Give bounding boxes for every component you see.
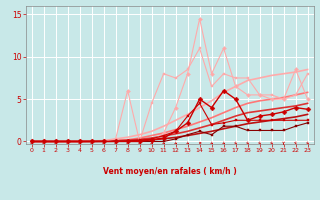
X-axis label: Vent moyen/en rafales ( km/h ): Vent moyen/en rafales ( km/h ): [103, 167, 236, 176]
